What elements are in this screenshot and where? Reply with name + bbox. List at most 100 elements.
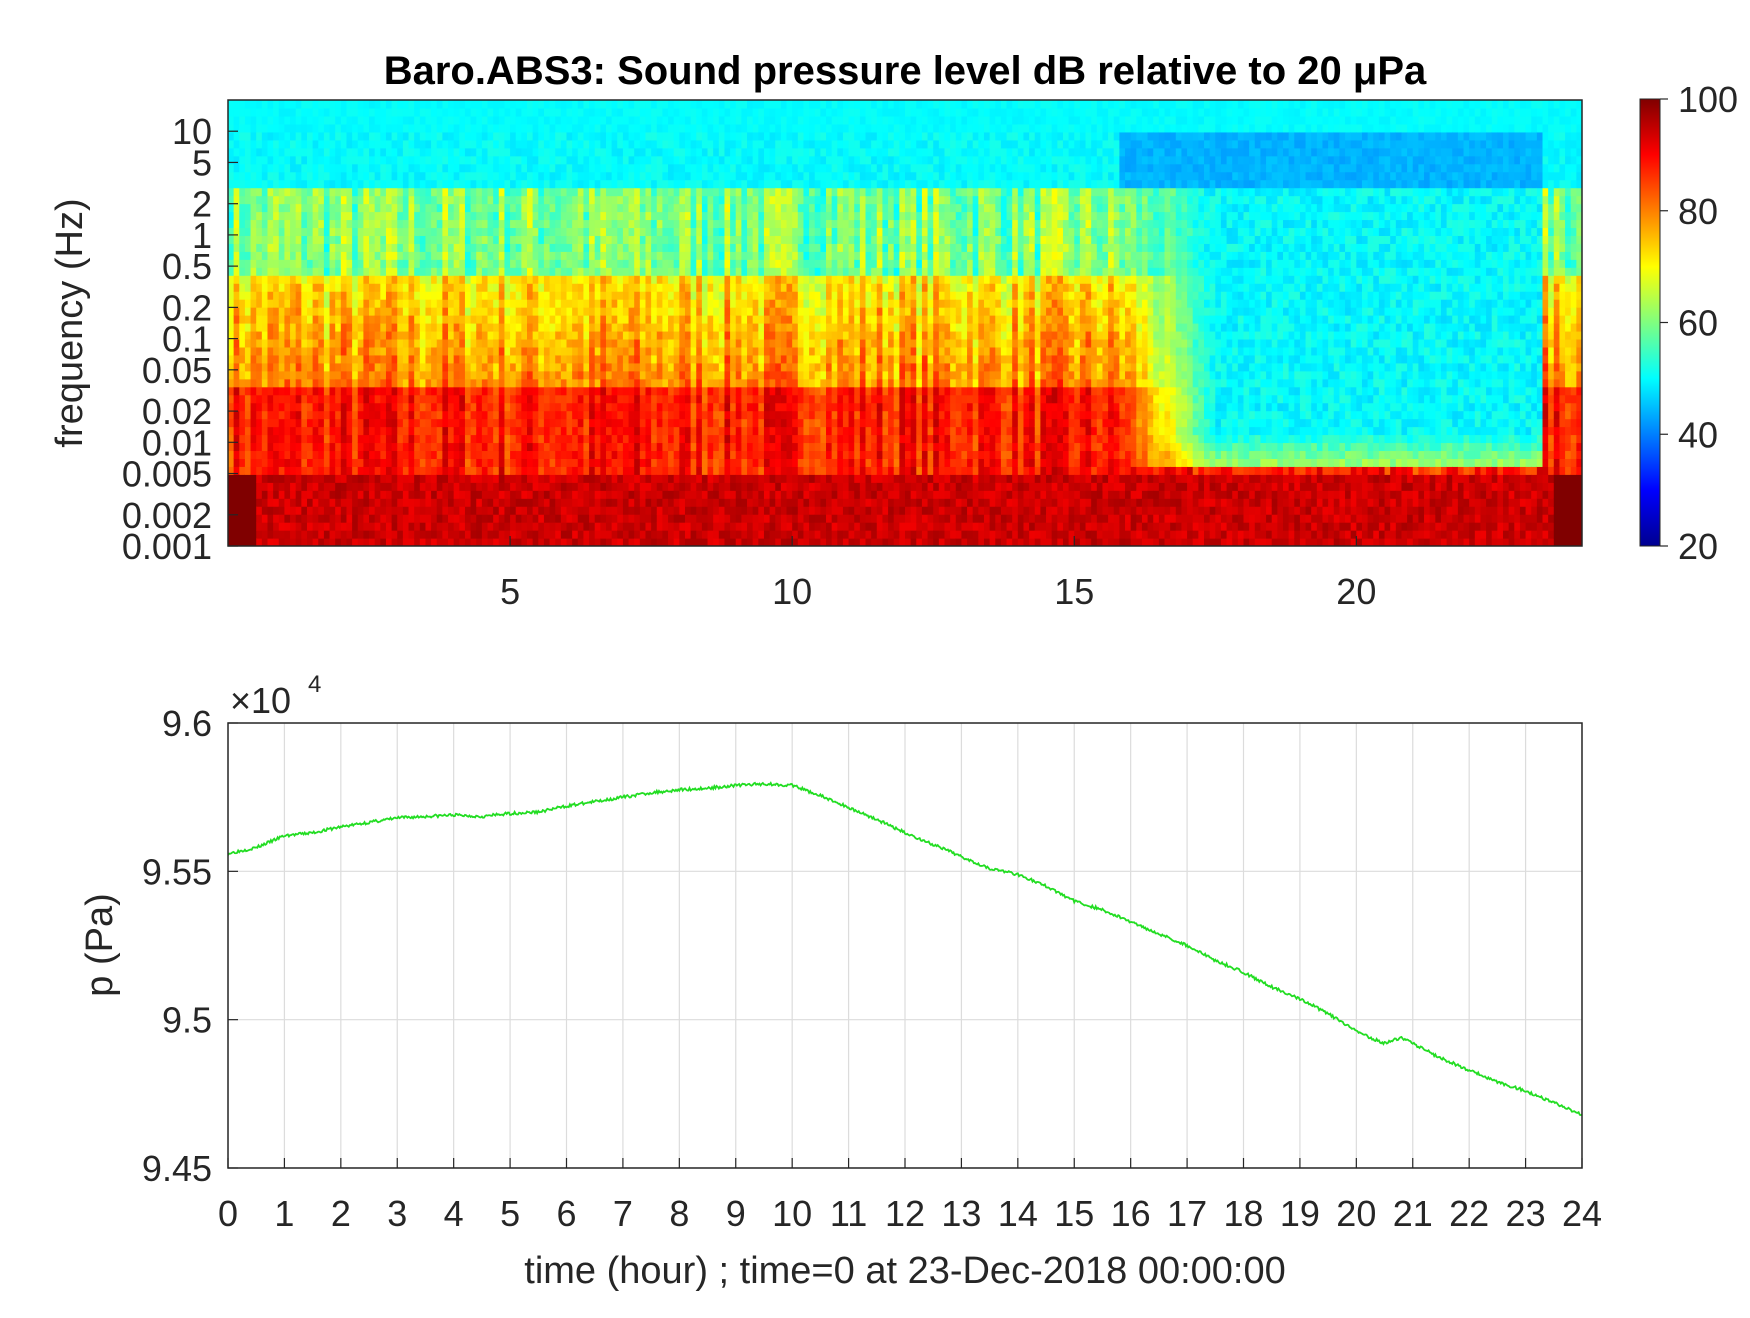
spectrogram-cell xyxy=(679,434,686,444)
spectrogram-cell xyxy=(476,251,483,260)
spectrogram-cell xyxy=(589,227,596,236)
spectrogram-cell xyxy=(442,418,449,428)
spectrogram-cell xyxy=(577,155,585,165)
spectrogram-cell xyxy=(656,378,664,388)
spectrogram-cell xyxy=(572,530,579,539)
spectrogram-cell xyxy=(380,418,387,428)
spectrogram-cell xyxy=(628,402,635,412)
spectrogram-cell xyxy=(244,530,252,539)
spectrogram-cell xyxy=(611,498,618,507)
spectrogram-cell xyxy=(724,370,731,380)
spectrogram-cell xyxy=(464,378,472,388)
spectrogram-cell xyxy=(589,179,596,189)
spectrogram-cell xyxy=(374,115,381,125)
spectrogram-cell xyxy=(290,530,297,539)
spectrogram-cell xyxy=(481,418,489,428)
spectrogram-cell xyxy=(385,482,393,491)
spectrogram-cell xyxy=(622,139,630,149)
spectrogram-cell xyxy=(357,275,364,284)
spectrogram-cell xyxy=(273,362,280,372)
spectrogram-cell xyxy=(651,418,658,428)
spectrogram-cell xyxy=(431,506,438,515)
spectrogram-cell xyxy=(228,251,235,260)
spectrogram-cell xyxy=(527,291,534,300)
spectrogram-cell xyxy=(256,219,263,229)
spectrogram-cell xyxy=(335,458,342,467)
spectrogram-cell xyxy=(453,466,460,475)
spectrogram-cell xyxy=(301,115,308,125)
spectrogram-cell xyxy=(572,131,579,141)
spectrogram-cell xyxy=(645,299,652,308)
spectrogram-cell xyxy=(622,370,630,380)
spectrogram-cell xyxy=(504,179,511,189)
spectrogram-cell xyxy=(470,283,477,292)
spectrogram-cell xyxy=(690,211,697,221)
spectrogram-cell xyxy=(278,100,286,109)
spectrogram-cell xyxy=(273,211,280,221)
spectrogram-cell xyxy=(487,179,494,189)
spectrogram-cell xyxy=(724,147,731,157)
spectrogram-cell xyxy=(318,259,325,268)
spectrogram-cell xyxy=(244,259,252,268)
spectrogram-cell xyxy=(273,179,280,189)
spectrogram-cell xyxy=(436,259,443,268)
spectrogram-cell xyxy=(543,107,551,117)
spectrogram-cell xyxy=(634,107,641,117)
spectrogram-cell xyxy=(436,330,443,340)
spectrogram-cell xyxy=(651,123,658,133)
spectrogram-cell xyxy=(611,131,618,141)
spectrogram-cell xyxy=(577,530,585,539)
spectrogram-cell xyxy=(679,315,686,324)
spectrogram-cell xyxy=(673,426,680,436)
spectrogram-cell xyxy=(318,338,325,348)
spectrogram-cell xyxy=(566,458,573,467)
spectrogram-cell xyxy=(408,235,415,244)
spectrogram-cell xyxy=(408,442,415,452)
spectrogram-cell xyxy=(566,426,573,436)
spectrogram-cell xyxy=(363,506,370,515)
spectrogram-cell xyxy=(329,275,336,284)
spectrogram-cell xyxy=(634,219,641,229)
spectrogram-cell xyxy=(532,299,539,308)
spectrogram-cell xyxy=(589,386,596,396)
spectrogram-cell xyxy=(363,466,370,475)
spectrogram-cell xyxy=(419,434,427,444)
spectrogram-cell xyxy=(273,163,280,173)
spectrogram-cell xyxy=(730,522,737,531)
spectrogram-cell xyxy=(498,203,506,213)
spectrogram-cell xyxy=(476,100,483,109)
spectrogram-cell xyxy=(357,370,364,380)
spectrogram-cell xyxy=(448,291,455,300)
spectrogram-cell xyxy=(278,131,286,141)
spectrogram-cell xyxy=(690,458,697,467)
spectrogram-cell xyxy=(335,370,342,380)
spectrogram-cell xyxy=(267,410,274,420)
spectrogram-cell xyxy=(498,259,506,268)
spectrogram-cell xyxy=(256,283,263,292)
spectrogram-cell xyxy=(651,155,658,165)
spectrogram-cell xyxy=(385,410,393,420)
spectrogram-cell xyxy=(622,402,630,412)
spectrogram-cell xyxy=(639,251,647,260)
spectrogram-cell xyxy=(414,538,421,546)
spectrogram-cell xyxy=(267,442,274,452)
spectrogram-cell xyxy=(645,426,652,436)
spectrogram-cell xyxy=(442,123,449,133)
spectrogram-cell xyxy=(256,155,263,165)
spectrogram-cell xyxy=(250,490,257,499)
spectrogram-cell xyxy=(425,235,432,244)
spectrogram-cell xyxy=(498,330,506,340)
spectrogram-cell xyxy=(363,354,370,364)
spectrogram-cell xyxy=(419,323,427,332)
spectrogram-cell xyxy=(397,402,404,412)
spectrogram-cell xyxy=(363,115,370,125)
spectrogram-cell xyxy=(583,474,590,483)
spectrogram-cell xyxy=(696,115,703,125)
spectrogram-cell xyxy=(335,275,342,284)
spectrogram-cell xyxy=(357,131,364,141)
spectrogram-cell xyxy=(301,195,308,205)
spectrogram-cell xyxy=(397,346,404,356)
spectrogram-cell xyxy=(560,338,568,348)
spectrogram-cell xyxy=(487,251,494,260)
spectrogram-cell xyxy=(453,514,460,523)
